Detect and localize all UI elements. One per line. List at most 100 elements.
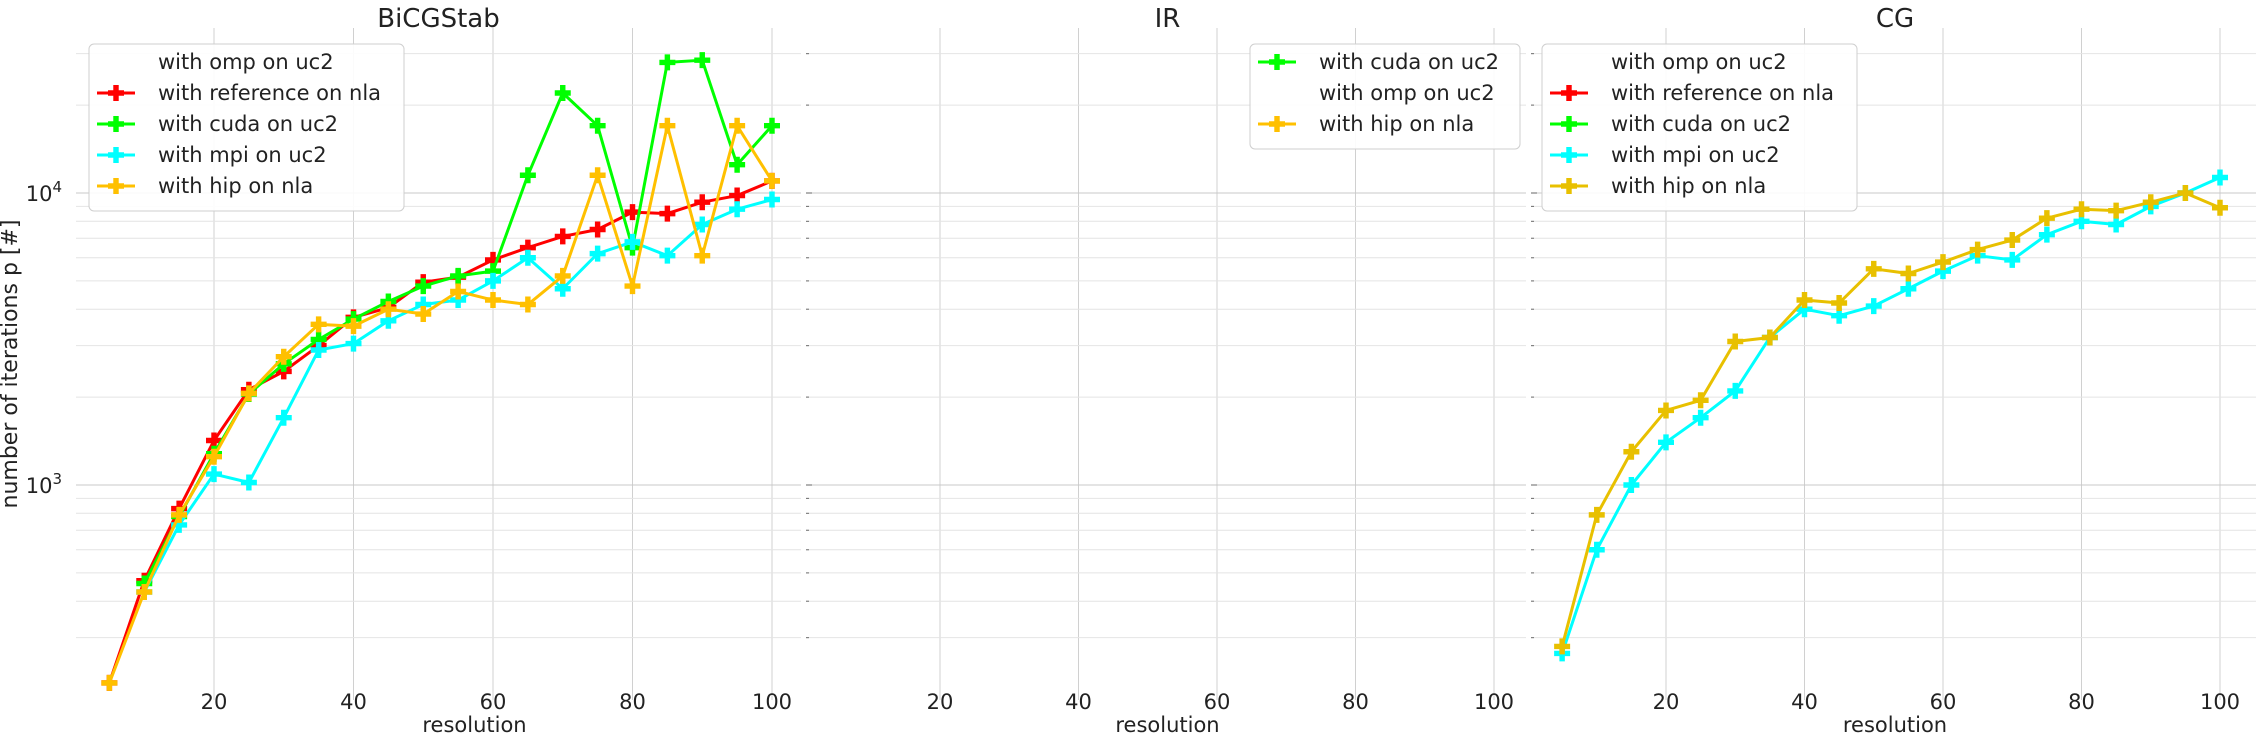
data-point bbox=[694, 247, 711, 264]
data-point bbox=[624, 204, 641, 221]
data-point bbox=[519, 239, 536, 256]
series-with-hip-on-nla bbox=[1554, 185, 2228, 655]
legend-entry: with omp on uc2 bbox=[158, 50, 334, 74]
data-point bbox=[519, 249, 536, 266]
x-tick-label: 40 bbox=[340, 690, 367, 714]
data-point bbox=[345, 335, 362, 352]
chart-title: BiCGStab bbox=[377, 4, 500, 34]
data-point bbox=[694, 194, 711, 211]
data-point bbox=[485, 263, 501, 280]
data-point bbox=[519, 167, 536, 184]
legend-entry: with hip on nla bbox=[1611, 174, 1766, 198]
data-point bbox=[1658, 434, 1674, 451]
data-point bbox=[1831, 295, 1848, 312]
data-point bbox=[624, 233, 641, 250]
legend-swatch-marker bbox=[108, 85, 124, 101]
data-point bbox=[659, 117, 676, 134]
data-point bbox=[380, 301, 397, 318]
legend-swatch-marker bbox=[1561, 147, 1577, 163]
x-tick-label: 20 bbox=[1653, 690, 1680, 714]
legend-entry: with reference on nla bbox=[158, 81, 381, 105]
data-point bbox=[729, 187, 746, 204]
data-point bbox=[310, 341, 327, 358]
data-point bbox=[240, 474, 257, 491]
data-point bbox=[764, 117, 780, 134]
data-point bbox=[764, 172, 780, 189]
x-axis-label: resolution bbox=[1843, 713, 1947, 737]
legend-entry: with reference on nla bbox=[1611, 81, 1834, 105]
series-line bbox=[107, 124, 774, 684]
x-tick-label: 80 bbox=[1342, 690, 1369, 714]
data-point bbox=[450, 267, 467, 284]
data-point bbox=[1900, 265, 1917, 282]
legend-swatch-marker bbox=[1269, 116, 1285, 132]
x-tick-label: 80 bbox=[619, 690, 646, 714]
data-point bbox=[415, 306, 432, 323]
legend-entry: with mpi on uc2 bbox=[158, 143, 327, 167]
legend-swatch-marker bbox=[1269, 54, 1285, 70]
legend-entry: with omp on uc2 bbox=[1611, 50, 1787, 74]
legend-box bbox=[1541, 43, 1858, 212]
data-point bbox=[2212, 199, 2228, 216]
data-point bbox=[1623, 443, 1640, 460]
legend: with cuda on uc2 with omp on uc2 with hip … bbox=[1249, 43, 1521, 150]
legend-swatch-marker bbox=[108, 147, 124, 163]
legend-entry: with omp on uc2 bbox=[1319, 81, 1495, 105]
x-tick-label: 60 bbox=[1204, 690, 1231, 714]
legend-swatch-marker bbox=[1561, 116, 1577, 132]
x-tick-label: 60 bbox=[1930, 690, 1957, 714]
data-point bbox=[589, 245, 606, 262]
data-point bbox=[1831, 307, 1848, 324]
data-point bbox=[2004, 232, 2021, 249]
data-point bbox=[415, 278, 432, 295]
data-point bbox=[589, 167, 606, 184]
data-point bbox=[1900, 280, 1917, 297]
series-with-mpi-on-uc2 bbox=[136, 191, 780, 601]
legend-entry: with cuda on uc2 bbox=[1611, 112, 1791, 136]
series-line bbox=[1560, 191, 2221, 647]
data-point bbox=[2108, 216, 2125, 233]
data-point bbox=[2073, 201, 2090, 218]
data-point bbox=[589, 221, 606, 238]
data-point bbox=[659, 247, 676, 264]
y-axis-label: number of iterations p [#] bbox=[0, 219, 23, 508]
data-point bbox=[275, 348, 292, 365]
data-point bbox=[2212, 169, 2228, 186]
data-point bbox=[171, 516, 188, 533]
data-point bbox=[275, 409, 292, 426]
data-point bbox=[764, 191, 780, 208]
x-tick-label: 100 bbox=[1474, 690, 1514, 714]
data-point bbox=[2073, 213, 2090, 230]
data-point bbox=[485, 292, 501, 309]
legend: with omp on uc2 with reference on nla with… bbox=[88, 43, 405, 212]
data-point bbox=[1935, 254, 1951, 271]
data-point bbox=[519, 296, 536, 313]
x-tick-label: 60 bbox=[480, 690, 507, 714]
data-point bbox=[554, 85, 571, 102]
data-point bbox=[1588, 506, 1605, 523]
y-tick-label: 104 bbox=[26, 178, 62, 206]
data-point bbox=[1935, 263, 1951, 280]
data-point bbox=[206, 448, 222, 465]
data-point bbox=[729, 201, 746, 218]
x-tick-label: 100 bbox=[752, 690, 792, 714]
legend-entry: with cuda on uc2 bbox=[158, 112, 338, 136]
data-point bbox=[1692, 409, 1709, 426]
series-with-mpi-on-uc2 bbox=[1554, 169, 2228, 662]
data-point bbox=[415, 296, 432, 313]
data-point bbox=[2142, 194, 2159, 211]
data-point bbox=[1554, 638, 1571, 655]
legend-entry: with hip on nla bbox=[1319, 112, 1474, 136]
legend-swatch-marker bbox=[108, 116, 124, 132]
y-tick-label: 103 bbox=[26, 470, 62, 498]
data-point bbox=[694, 216, 711, 233]
data-point bbox=[1727, 382, 1744, 399]
data-point bbox=[485, 251, 501, 268]
data-point bbox=[206, 432, 222, 449]
data-point bbox=[240, 385, 257, 402]
chart-title: IR bbox=[1155, 4, 1181, 34]
data-point bbox=[1865, 260, 1882, 277]
data-point bbox=[310, 316, 327, 333]
data-point bbox=[2038, 226, 2055, 243]
